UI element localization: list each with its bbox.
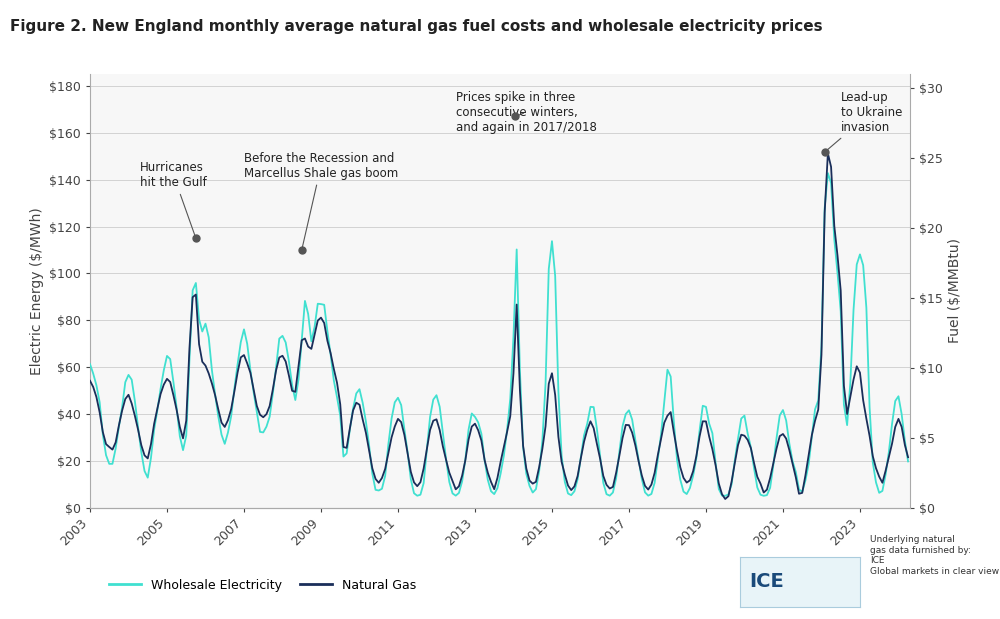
Text: Prices spike in three
consecutive winters,
and again in 2017/2018: Prices spike in three consecutive winter… xyxy=(456,90,597,134)
Y-axis label: Electric Energy ($/MWh): Electric Energy ($/MWh) xyxy=(30,207,44,375)
Text: ICE: ICE xyxy=(750,573,784,591)
Y-axis label: Fuel ($/MMBtu): Fuel ($/MMBtu) xyxy=(948,238,962,344)
Text: Before the Recession and
Marcellus Shale gas boom: Before the Recession and Marcellus Shale… xyxy=(244,152,398,247)
Text: Underlying natural
gas data furnished by:
ICE
Global markets in clear view: Underlying natural gas data furnished by… xyxy=(870,535,999,576)
Text: Lead-up
to Ukraine
invasion: Lead-up to Ukraine invasion xyxy=(827,90,902,150)
Text: Hurricanes
hit the Gulf: Hurricanes hit the Gulf xyxy=(140,161,207,236)
Legend: Wholesale Electricity, Natural Gas: Wholesale Electricity, Natural Gas xyxy=(104,574,421,597)
Text: Figure 2. New England monthly average natural gas fuel costs and wholesale elect: Figure 2. New England monthly average na… xyxy=(10,19,823,33)
